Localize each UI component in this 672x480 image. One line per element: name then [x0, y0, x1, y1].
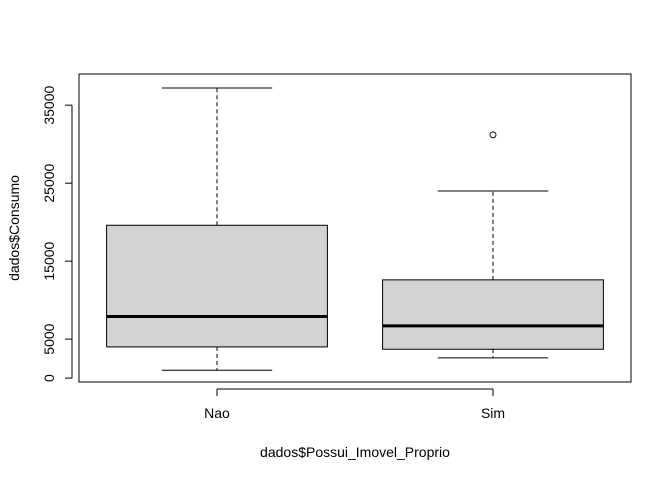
iqr-box [106, 224, 328, 348]
y-tick-label: 5000 [41, 323, 57, 354]
boxes [106, 87, 604, 371]
x-axis-label: dados$Possui_Imovel_Proprio [260, 444, 450, 460]
x-tick-label: Sim [481, 405, 505, 421]
y-tick-label: 35000 [41, 86, 57, 125]
y-tick-label: 0 [41, 374, 57, 382]
y-tick-label: 25000 [41, 163, 57, 202]
box-nao [106, 87, 328, 371]
plot-frame [78, 73, 632, 383]
outlier-point [489, 131, 497, 139]
x-axis: Nao Sim [204, 388, 505, 421]
y-axis: 0 5000 15000 25000 35000 [41, 86, 73, 382]
x-tick-label: Nao [204, 405, 230, 421]
y-axis-label: dados$Consumo [6, 175, 22, 281]
iqr-box [382, 279, 604, 350]
box-sim [382, 131, 604, 359]
y-tick-label: 15000 [41, 241, 57, 280]
